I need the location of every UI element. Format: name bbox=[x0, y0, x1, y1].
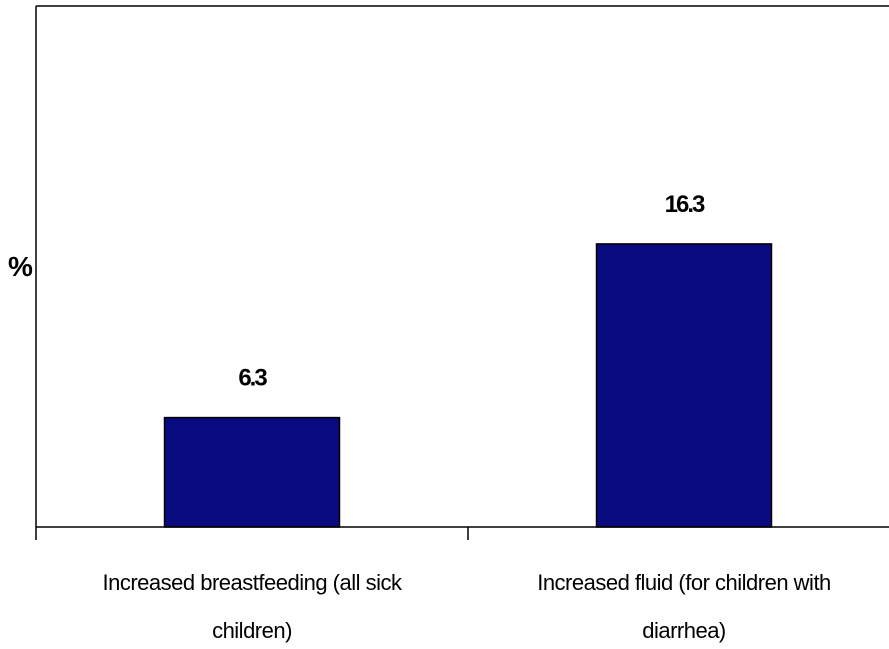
data-label-1: 6.3 bbox=[238, 365, 267, 392]
bar-2 bbox=[595, 243, 773, 528]
data-label-2: 16.3 bbox=[665, 191, 705, 218]
category-label-2-line-2: diarrhea) bbox=[642, 618, 726, 643]
category-label-1-line-2: children) bbox=[212, 618, 292, 643]
category-label-1-line-1: Increased breastfeeding (all sick bbox=[103, 570, 403, 595]
y-axis-label: % bbox=[8, 251, 33, 282]
category-label-2-line-1: Increased fluid (for children with bbox=[537, 570, 831, 595]
bar-1 bbox=[163, 416, 341, 528]
